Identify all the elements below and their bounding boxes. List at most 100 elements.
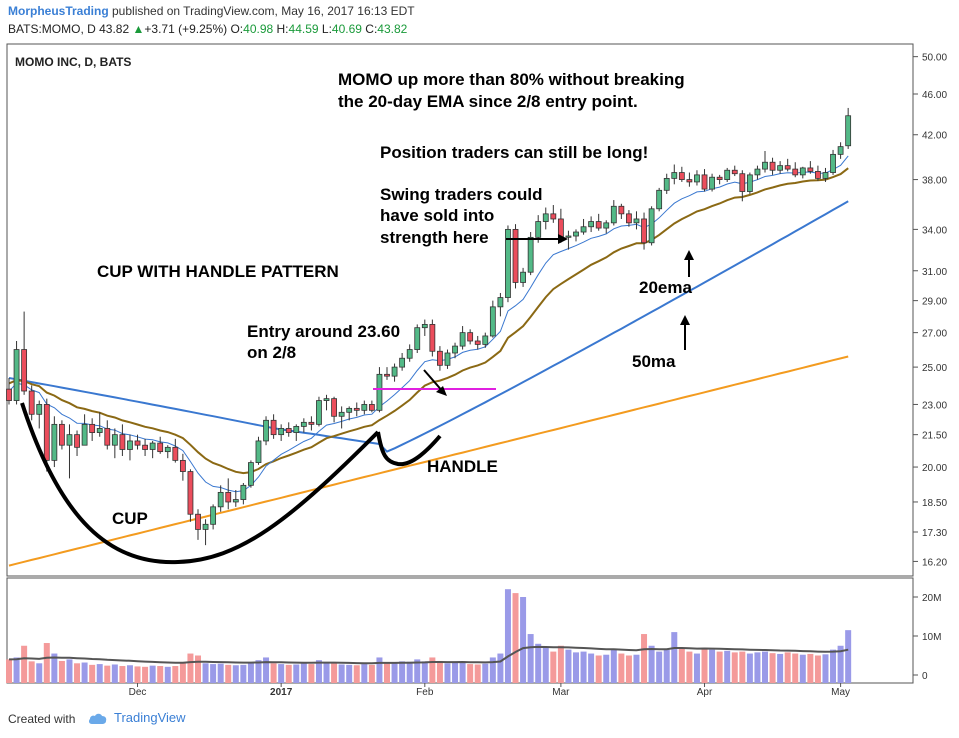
annotation-headline-2: the 20-day EMA since 2/8 entry point. xyxy=(338,92,638,111)
candle-body xyxy=(671,172,678,179)
candle-body xyxy=(724,169,731,180)
candle-body xyxy=(346,407,353,413)
volume-bar xyxy=(837,645,844,683)
volume-bar xyxy=(270,663,277,683)
volume-bar xyxy=(149,665,156,683)
volume-bar xyxy=(142,666,149,683)
up-arrow-icon: ▲ xyxy=(132,22,145,36)
volume-bar xyxy=(671,632,678,683)
volume-bar xyxy=(580,651,587,683)
candle-body xyxy=(542,213,549,222)
volume-bar xyxy=(353,665,360,683)
volume-bar xyxy=(338,664,345,683)
volume-bar xyxy=(777,653,784,683)
candle-body xyxy=(746,174,753,192)
volume-bar xyxy=(701,647,708,683)
candle-body xyxy=(66,434,73,446)
candle-body xyxy=(353,407,360,411)
volume-bar xyxy=(603,654,610,683)
price-tick-label: 38.00 xyxy=(922,176,947,187)
volume-bar xyxy=(807,653,814,683)
annotation-swing-3: strength here xyxy=(380,228,489,247)
candle-body xyxy=(815,170,821,179)
candle-body xyxy=(323,398,330,401)
candle-body xyxy=(489,306,496,337)
annotation-ema20: 20ema xyxy=(639,278,692,297)
volume-bar xyxy=(678,647,685,683)
volume-bar xyxy=(769,653,776,683)
volume-bar xyxy=(119,666,126,683)
volume-bar xyxy=(384,663,390,683)
open-value: 40.98 xyxy=(243,22,274,36)
volume-bar xyxy=(210,664,217,683)
candle-body xyxy=(421,324,428,329)
annotation-handle: HANDLE xyxy=(427,457,498,476)
low-label: L: xyxy=(321,22,332,36)
price-tick-label: 20.00 xyxy=(922,463,947,474)
volume-bar xyxy=(573,652,579,683)
candle-body xyxy=(444,352,451,366)
volume-bar xyxy=(300,663,307,683)
chart-title: MOMO INC, D, BATS xyxy=(15,55,131,69)
volume-axis: 20M 10M 0 xyxy=(913,593,941,682)
volume-bar xyxy=(58,660,65,683)
price-tick-label: 42.00 xyxy=(922,131,947,142)
volume-bar xyxy=(81,662,88,683)
candle-body xyxy=(663,177,670,191)
annotation-ma50: 50ma xyxy=(632,352,676,371)
candle-body xyxy=(361,404,368,411)
candle-body xyxy=(686,179,693,183)
candle-body xyxy=(28,390,35,415)
candle-body xyxy=(482,335,489,345)
candle-body xyxy=(701,174,708,190)
time-tick-label: 2017 xyxy=(270,687,293,698)
arrow-icon xyxy=(506,234,568,244)
volume-bar xyxy=(595,655,602,683)
cup-curve xyxy=(20,402,380,565)
volume-bar xyxy=(709,649,716,683)
time-tick-label: Mar xyxy=(552,687,570,698)
volume-bar xyxy=(542,647,549,683)
author-name[interactable]: MorpheusTrading xyxy=(8,4,109,18)
volume-bar xyxy=(504,589,511,683)
symbol-quote: BATS:MOMO, D 43.82 ▲+3.71 (+9.25%) O:40.… xyxy=(8,22,407,36)
volume-bar xyxy=(724,650,731,683)
volume-bar xyxy=(762,651,768,683)
ma200-line xyxy=(8,355,849,567)
candle-body xyxy=(210,506,217,525)
volume-bar xyxy=(195,655,201,683)
price-tick-label: 17.30 xyxy=(922,528,947,539)
candle-body xyxy=(535,221,542,238)
candle-body xyxy=(51,423,58,461)
volume-bar xyxy=(414,659,421,683)
volume-ma-line xyxy=(8,645,849,665)
candle-body xyxy=(96,428,103,433)
volume-bar xyxy=(217,663,224,683)
annotation-entry-2: on 2/8 xyxy=(247,343,296,362)
volume-bar xyxy=(444,663,451,683)
candle-body xyxy=(792,168,799,176)
candle-body xyxy=(648,208,655,244)
candle-body xyxy=(127,440,133,450)
volume-bar xyxy=(43,643,50,683)
time-tick-label: May xyxy=(831,687,850,698)
candle-body xyxy=(391,366,398,377)
candle-body xyxy=(225,491,232,503)
candle-body xyxy=(202,523,209,530)
candle-body xyxy=(520,271,526,283)
volume-bar xyxy=(157,666,164,683)
open-label: O: xyxy=(230,22,244,36)
volume-bar xyxy=(648,645,655,683)
volume-bar xyxy=(406,661,413,683)
candle-body xyxy=(195,513,201,530)
candle-body xyxy=(74,434,80,448)
volume-bar xyxy=(436,660,443,683)
annotation-entry-1: Entry around 23.60 xyxy=(247,322,400,341)
volume-bar xyxy=(240,664,247,683)
candlesticks xyxy=(6,107,852,546)
candle-body xyxy=(81,423,88,446)
time-axis: Dec 2017 Feb Mar Apr May xyxy=(129,683,850,698)
tradingview-brand[interactable]: TradingView xyxy=(88,710,186,725)
candle-body xyxy=(89,423,96,433)
